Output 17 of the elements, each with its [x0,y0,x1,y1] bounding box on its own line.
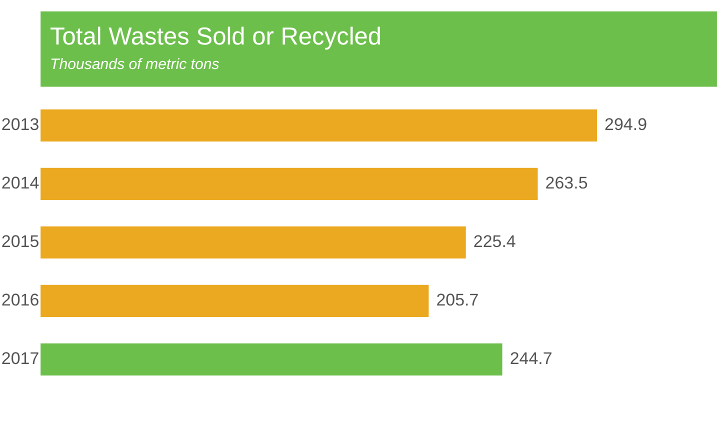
bar [40,343,502,376]
y-tick-label: 2013 [1,115,40,134]
y-tick-label: 2014 [1,174,40,193]
y-tick-label: 2017 [1,349,40,368]
data-label: 263.5 [545,174,588,193]
chart-subtitle: Thousands of metric tons [50,56,220,73]
chart-title: Total Wastes Sold or Recycled [50,23,382,50]
bar [40,226,466,258]
data-label: 225.4 [473,232,516,252]
data-label: 205.7 [436,290,479,310]
bar [40,109,597,142]
y-tick-label: 2016 [1,290,40,310]
data-label: 294.9 [604,115,648,134]
bar [40,284,429,317]
bar [40,168,538,200]
data-label: 244.7 [510,349,552,368]
y-tick-label: 2015 [1,232,40,252]
